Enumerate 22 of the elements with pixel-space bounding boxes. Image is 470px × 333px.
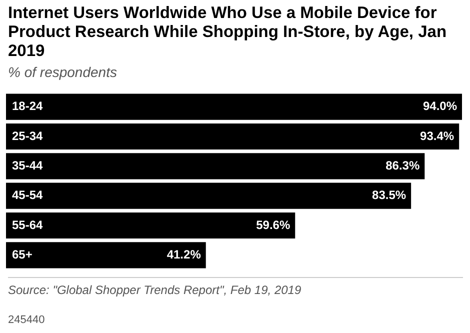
chart-title: Internet Users Worldwide Who Use a Mobile Device for Product Research While Shopping In-Store, by Age, Jan 2019	[8, 4, 448, 61]
data-label: 86.3%	[386, 158, 420, 172]
chart-subtitle: % of respondents	[8, 64, 117, 80]
bar	[6, 153, 425, 180]
text: 245440	[8, 314, 45, 326]
bar	[6, 182, 412, 209]
data-label: 94.0%	[422, 99, 458, 114]
bar	[6, 94, 462, 120]
bar	[6, 212, 296, 239]
y-tick-label: 18-24	[12, 99, 44, 114]
y-tick-label: 65+	[12, 247, 32, 262]
bar	[6, 123, 460, 150]
bar	[6, 242, 206, 268]
y-tick-label: 25-34	[12, 128, 44, 143]
data-label: 93.4%	[420, 128, 454, 143]
y-tick-label: 35-44	[12, 158, 44, 172]
y-tick-label: 45-54	[12, 188, 44, 202]
data-label: 59.6%	[256, 218, 290, 232]
data-label: 83.5%	[372, 188, 406, 202]
y-tick-label: 55-64	[12, 218, 44, 232]
data-label: 41.2%	[166, 247, 202, 262]
source-note: Source: "Global Shopper Trends Report", Feb 19, 2019	[8, 283, 302, 297]
